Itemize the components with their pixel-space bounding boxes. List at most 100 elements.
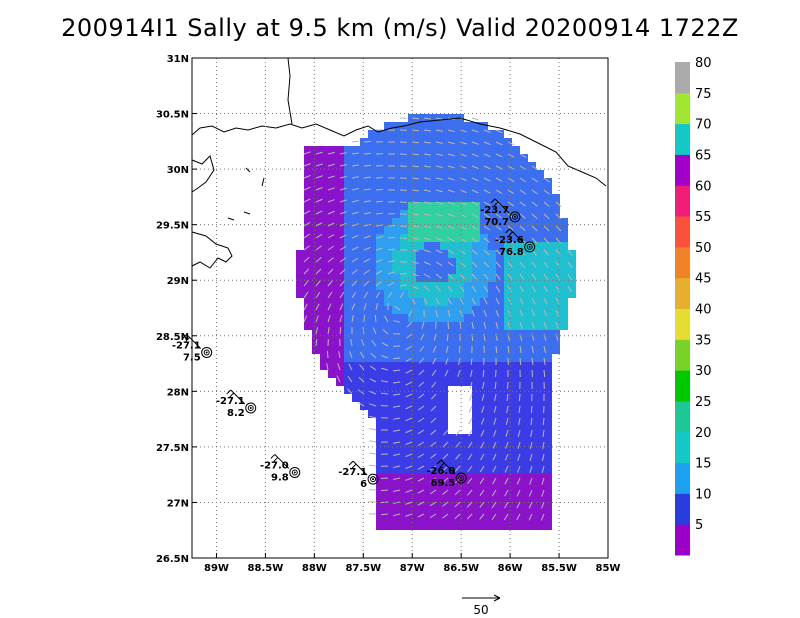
swath-cell <box>368 210 376 218</box>
swath-cell <box>472 218 480 226</box>
wind-vector <box>411 237 419 240</box>
swath-cell <box>496 210 504 218</box>
swath-cell <box>448 138 456 146</box>
wind-vector <box>374 314 377 323</box>
swath-cell <box>528 346 536 354</box>
swath-cell <box>472 522 480 530</box>
swath-cell <box>392 410 400 418</box>
swath-cell <box>440 522 448 530</box>
colorbar-label: 40 <box>695 303 712 318</box>
swath-cell <box>504 394 512 402</box>
swath-cell <box>536 434 544 442</box>
swath-cell <box>552 322 560 330</box>
swath-cell <box>376 290 384 298</box>
wind-vector <box>405 381 413 386</box>
swath-cell <box>400 202 408 210</box>
wind-vector <box>315 198 323 203</box>
swath-cell <box>352 298 360 306</box>
swath-cell <box>496 346 504 354</box>
swath-cell <box>512 442 520 450</box>
swath-cell <box>488 298 496 306</box>
swath-cell <box>368 290 376 298</box>
wind-vector <box>375 188 384 191</box>
wind-vector <box>347 375 353 383</box>
wind-barb <box>348 460 368 476</box>
wind-vector <box>447 225 455 230</box>
wind-vector <box>327 210 335 215</box>
swath-cell <box>504 386 512 394</box>
swath-cell <box>440 306 448 314</box>
swath-cell <box>520 274 528 282</box>
swath-cell <box>544 194 552 202</box>
wind-vector <box>411 273 419 277</box>
swath-cell <box>320 178 328 186</box>
swath-cell <box>512 458 520 466</box>
wind-vector <box>435 273 442 279</box>
swath-cell <box>536 258 544 266</box>
station-marker-inner <box>458 475 465 481</box>
swath-cell <box>448 522 456 530</box>
swath-cell <box>536 210 544 218</box>
swath-cell <box>376 258 384 266</box>
swath-cell <box>384 418 392 426</box>
swath-cell <box>376 402 384 410</box>
swath-cell <box>504 482 512 490</box>
swath-cell <box>344 170 352 178</box>
wind-vector <box>517 453 521 461</box>
swath-cell <box>544 410 552 418</box>
swath-cell <box>440 394 448 402</box>
swath-cell <box>432 170 440 178</box>
swath-cell <box>528 226 536 234</box>
swath-cell <box>480 178 488 186</box>
swath-cell <box>368 170 376 178</box>
swath-cell <box>304 298 312 306</box>
wind-vector <box>495 165 503 170</box>
wind-vector <box>339 175 347 179</box>
swath-cell <box>544 234 552 242</box>
wind-vector <box>358 389 365 395</box>
wind-vector <box>447 285 453 292</box>
swath-cell <box>512 194 520 202</box>
swath-cell <box>416 394 424 402</box>
wind-vector <box>518 393 521 402</box>
swath-cell <box>528 178 536 186</box>
wind-vector <box>507 225 514 231</box>
wind-vector <box>555 237 562 244</box>
swath-cell <box>312 314 320 322</box>
swath-cell <box>512 370 520 378</box>
wind-vector <box>423 141 431 144</box>
wind-vector <box>530 405 533 414</box>
wind-vector <box>411 225 420 228</box>
wind-vector <box>519 333 523 341</box>
wind-vector <box>303 303 308 311</box>
swath-cell <box>512 522 520 530</box>
swath-cell <box>504 410 512 418</box>
wind-vector <box>393 417 401 420</box>
wind-vector <box>481 405 485 413</box>
swath-cell <box>520 218 528 226</box>
swath-cell <box>560 306 568 314</box>
swath-cell <box>384 290 392 298</box>
swath-cell <box>512 234 520 242</box>
wind-vector <box>393 381 401 384</box>
swath-cell <box>384 434 392 442</box>
swath-cell <box>392 362 400 370</box>
swath-cell <box>368 298 376 306</box>
wind-vector <box>447 153 455 157</box>
station: -27.16 <box>338 460 379 490</box>
swath-cell <box>432 370 440 378</box>
swath-cell <box>464 298 472 306</box>
wind-vector <box>480 417 485 425</box>
swath-cell <box>456 130 464 138</box>
swath-cell <box>536 410 544 418</box>
swath-cell <box>336 266 344 274</box>
swath-cell <box>416 162 424 170</box>
swath-cell <box>368 394 376 402</box>
swath-cell <box>416 442 424 450</box>
wind-vector <box>541 453 545 461</box>
wind-vector <box>447 177 455 181</box>
swath-cell <box>504 362 512 370</box>
wind-vector <box>495 285 501 293</box>
wind-vector <box>417 513 425 518</box>
swath-cell <box>464 290 472 298</box>
